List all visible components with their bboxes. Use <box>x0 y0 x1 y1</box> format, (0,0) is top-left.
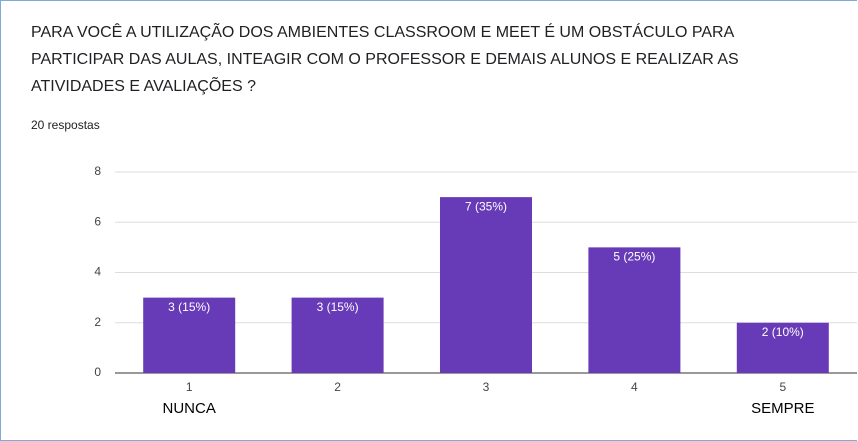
annotation: SEMPRE <box>751 400 814 417</box>
x-tick-label: 1 <box>186 380 193 394</box>
value-label: 5 (25%) <box>613 250 655 264</box>
y-tick-label: 0 <box>94 365 101 379</box>
y-tick-label: 2 <box>94 315 101 329</box>
x-tick-label: 4 <box>631 380 638 394</box>
value-label: 7 (35%) <box>465 199 507 213</box>
x-tick-label: 3 <box>483 380 490 394</box>
bar <box>291 297 384 373</box>
y-tick-label: 4 <box>94 265 101 279</box>
response-count: 20 respostas <box>31 118 100 132</box>
value-label: 3 (15%) <box>317 300 359 314</box>
x-tick-label: 5 <box>779 380 786 394</box>
value-label: 2 (10%) <box>762 325 804 339</box>
bar <box>588 247 681 373</box>
title-line: PARA VOCÊ A UTILIZAÇÃO DOS AMBIENTES CLA… <box>31 24 735 41</box>
y-tick-label: 6 <box>94 214 101 228</box>
x-tick-label: 2 <box>334 380 341 394</box>
annotation: NUNCA <box>163 400 216 417</box>
title-line: ATIVIDADES E AVALIAÇÕES ? <box>31 78 256 95</box>
title-line: PARTICIPAR DAS AULAS, INTEAGIR COM O PRO… <box>31 51 739 68</box>
bar <box>440 197 532 373</box>
bar <box>736 322 829 373</box>
bar <box>143 297 236 373</box>
value-label: 3 (15%) <box>168 300 210 314</box>
y-tick-label: 8 <box>94 164 101 178</box>
